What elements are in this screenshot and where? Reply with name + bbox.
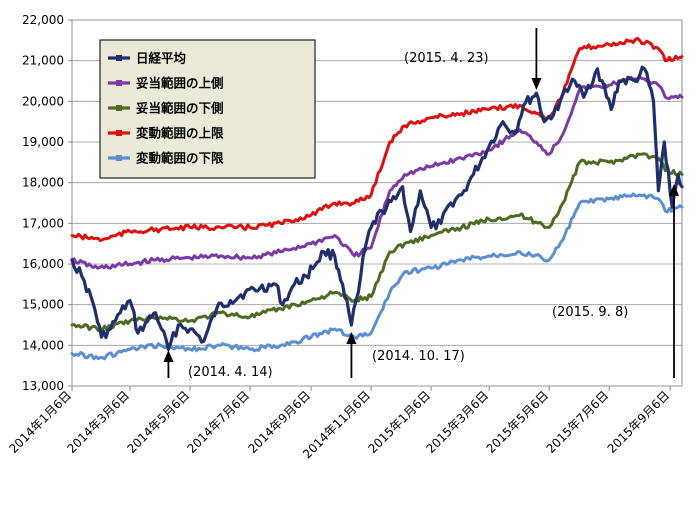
legend-marker bbox=[116, 80, 122, 86]
series-line bbox=[70, 152, 684, 333]
x-tick-label: 2015年3月6日 bbox=[424, 388, 492, 456]
y-tick-label: 13,000 bbox=[22, 379, 64, 393]
x-tick-label: 2014年5月6日 bbox=[124, 388, 192, 456]
y-tick-label: 21,000 bbox=[22, 54, 64, 68]
y-tick-label: 16,000 bbox=[22, 257, 64, 271]
x-tick-label: 2014年7月6日 bbox=[184, 388, 252, 456]
annotation-arrowhead bbox=[163, 350, 174, 362]
annotation-label: (2014. 4. 14) bbox=[188, 365, 273, 380]
legend-label: 妥当範囲の下側 bbox=[136, 101, 224, 116]
annotation-arrowhead bbox=[531, 78, 542, 90]
annotation-arrowhead bbox=[669, 184, 679, 196]
legend-marker bbox=[116, 105, 122, 111]
series-line bbox=[70, 192, 684, 361]
series-line bbox=[70, 36, 684, 243]
series-line bbox=[70, 75, 684, 270]
x-tick-label: 2015年9月6日 bbox=[605, 388, 673, 456]
y-tick-label: 18,000 bbox=[22, 176, 64, 190]
y-tick-label: 14,000 bbox=[22, 338, 64, 352]
legend-label: 日経平均 bbox=[136, 51, 186, 66]
annotation-label: (2014. 10. 17) bbox=[372, 349, 465, 364]
y-tick-label: 20,000 bbox=[22, 94, 64, 108]
legend-box bbox=[99, 39, 316, 179]
legend-label: 妥当範囲の上側 bbox=[136, 76, 224, 91]
x-tick-label: 2015年7月6日 bbox=[544, 388, 612, 456]
y-tick-label: 19,000 bbox=[22, 135, 64, 149]
y-tick-label: 17,000 bbox=[22, 216, 64, 230]
x-tick-label: 2014年3月6日 bbox=[64, 388, 132, 456]
legend-marker bbox=[116, 155, 122, 161]
x-tick-label: 2014年9月6日 bbox=[245, 388, 313, 456]
legend-marker bbox=[116, 130, 122, 136]
annotation-label: (2015. 4. 23) bbox=[404, 51, 489, 66]
legend-label: 変動範囲の上限 bbox=[136, 126, 224, 141]
legend-marker bbox=[116, 55, 122, 61]
y-tick-label: 15,000 bbox=[22, 298, 64, 312]
annotation-arrowhead bbox=[346, 332, 357, 344]
annotation-label: (2015. 9. 8) bbox=[552, 305, 628, 320]
x-tick-label: 2015年5月6日 bbox=[484, 388, 552, 456]
series-line bbox=[70, 65, 684, 351]
legend-label: 変動範囲の下限 bbox=[136, 151, 224, 166]
y-tick-label: 22,000 bbox=[22, 13, 64, 27]
